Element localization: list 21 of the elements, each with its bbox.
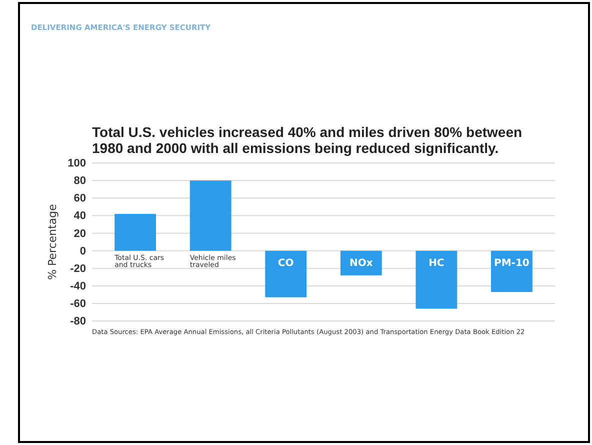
bar (491, 250, 532, 292)
y-tick-label: 80 (74, 175, 86, 188)
y-tick-label: -80 (70, 316, 86, 328)
x-tick-label: NOx (349, 258, 374, 269)
y-tick-label: -20 (70, 262, 86, 275)
x-tick-label: PM-10 (494, 258, 530, 269)
y-tick-label: -40 (70, 280, 86, 292)
bar (416, 250, 458, 309)
x-tick-label: CO (278, 258, 294, 269)
y-tick-label: 60 (74, 192, 86, 205)
y-tick-label: 0 (80, 245, 86, 258)
y-tick-label: -60 (70, 298, 86, 310)
y-tick-label: 100 (68, 158, 86, 170)
chart-title: Total U.S. vehicles increased 40% and miles driven 80% between 1980 and 2000 with all emissions being reduced significantly. (92, 124, 522, 156)
bar (114, 214, 156, 251)
y-tick-label: 40 (74, 210, 86, 222)
bar (190, 180, 232, 251)
y-tick-label: 20 (74, 228, 86, 240)
bar (265, 250, 307, 298)
y-axis-title: % Percentage (46, 204, 59, 280)
x-tick-label: HC (428, 258, 444, 269)
